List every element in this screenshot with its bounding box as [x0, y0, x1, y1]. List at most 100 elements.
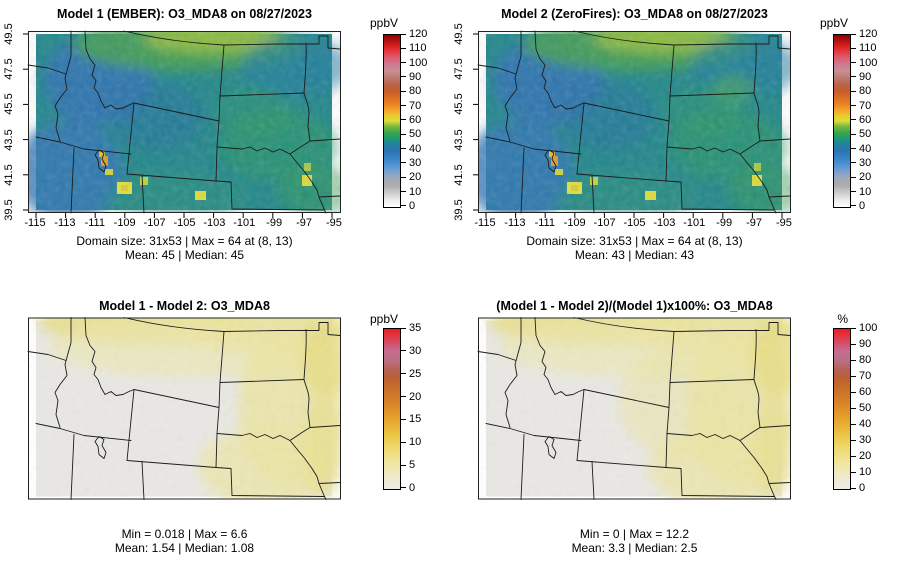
- stats-text: Domain size: 31x53 | Max = 64 at (8, 13)…: [478, 234, 791, 262]
- tick-label: -97: [296, 217, 312, 229]
- colorbar-unit-label: ppbV: [369, 16, 398, 30]
- colorbar-unit-label: ppbV: [369, 312, 398, 326]
- tick-label: 70: [851, 100, 877, 112]
- tick-label: 90: [401, 71, 427, 83]
- tick-label: 25: [401, 368, 421, 380]
- tick-label: 45.5: [453, 93, 465, 116]
- tick-label: 50: [401, 128, 427, 140]
- tick-label: 40: [401, 143, 427, 155]
- tick-label: 80: [851, 85, 877, 97]
- tick-label: 120: [851, 28, 877, 40]
- tick-label: 0: [401, 482, 421, 494]
- x-axis-tick-labels: -115 -113 -111 -109 -107 -105 -103 -101 -99 -97 -9…: [471, 217, 798, 229]
- stats-line2: Mean: 1.54 | Median: 1.08: [114, 540, 255, 555]
- tick-label: 60: [401, 114, 427, 126]
- panel-model1-ember: Model 1 (EMBER): O3_MDA8 on 08/27/2023 4…: [0, 0, 450, 290]
- tick-label: 90: [851, 338, 877, 350]
- tick-label: 70: [401, 100, 427, 112]
- tick-label: 60: [851, 386, 877, 398]
- tick-label: -113: [54, 217, 76, 229]
- colorbar-unit-label: %: [837, 312, 848, 326]
- tick-label: 10: [851, 466, 877, 478]
- tick-label: -105: [623, 217, 646, 229]
- map-model2: [472, 30, 791, 219]
- colorbar-tick-labels: 120 110 100 90 80 70 60 50 40 30 20 10 0: [401, 28, 427, 212]
- tick-label: 41.5: [453, 164, 465, 186]
- tick-label: -115: [474, 217, 496, 229]
- tick-label: -107: [593, 217, 616, 229]
- tick-label: 120: [401, 28, 427, 40]
- tick-label: -103: [203, 217, 226, 229]
- tick-label: 50: [851, 128, 877, 140]
- tick-label: -107: [143, 217, 166, 229]
- panel-title: Model 2 (ZeroFires): O3_MDA8 on 08/27/20…: [501, 7, 768, 21]
- panel-title: (Model 1 - Model 2)/(Model 1)x100%: O3_M…: [496, 299, 773, 313]
- colorbar-tick-labels: 35 30 25 20 15 10 5 0: [401, 322, 421, 494]
- stats-line1: Domain size: 31x53 | Max = 64 at (8, 13): [76, 234, 293, 248]
- tick-label: 41.5: [3, 164, 15, 186]
- tick-label: 70: [851, 370, 877, 382]
- tick-label: 20: [851, 171, 877, 183]
- tick-label: 30: [851, 157, 877, 169]
- tick-label: -111: [84, 217, 105, 229]
- tick-label: 80: [851, 354, 877, 366]
- plot-frame: [28, 317, 341, 500]
- colorbar-unit-label: ppbV: [819, 16, 848, 30]
- tick-label: 20: [401, 391, 421, 403]
- map-percent-difference: [477, 317, 791, 500]
- tick-label: 39.5: [3, 199, 15, 221]
- map-difference: [27, 317, 341, 500]
- panel-percent-difference: (Model 1 - Model 2)/(Model 1)x100%: O3_M…: [450, 290, 900, 580]
- tick-label: 45.5: [3, 93, 15, 116]
- tick-label: -95: [325, 217, 342, 229]
- stats-text: Domain size: 31x53 | Max = 64 at (8, 13)…: [28, 234, 341, 262]
- plot-frame: [478, 317, 791, 500]
- tick-label: 0: [401, 200, 427, 212]
- tick-label: 10: [401, 436, 421, 448]
- stats-text: Min = 0 | Max = 12.2 Mean: 3.3 | Median:…: [478, 527, 791, 555]
- x-axis-tick-labels: -115 -113 -111 -109 -107 -105 -103 -101 -99 -97 -9…: [21, 217, 348, 229]
- panel-difference: Model 1 - Model 2: O3_MDA8 ppbV 35 30 25 20…: [0, 290, 450, 580]
- tick-label: -115: [24, 217, 46, 229]
- tick-label: 20: [401, 171, 427, 183]
- tick-label: -105: [173, 217, 196, 229]
- tick-label: 49.5: [3, 23, 15, 45]
- tick-label: 40: [851, 418, 877, 430]
- tick-label: 5: [401, 459, 421, 471]
- colorbar: [833, 34, 851, 208]
- tick-label: 43.5: [453, 128, 465, 151]
- tick-label: 0: [851, 200, 877, 212]
- tick-label: -109: [113, 217, 136, 229]
- tick-label: -103: [653, 217, 676, 229]
- tick-label: -113: [504, 217, 526, 229]
- tick-label: 47.5: [453, 58, 465, 80]
- tick-label: -101: [683, 217, 706, 229]
- tick-label: 80: [401, 85, 427, 97]
- stats-line1: Min = 0 | Max = 12.2: [579, 527, 690, 541]
- tick-label: 39.5: [453, 199, 465, 221]
- tick-label: -101: [233, 217, 256, 229]
- tick-label: 100: [851, 57, 877, 69]
- tick-label: 30: [401, 345, 421, 357]
- panel-title: Model 1 - Model 2: O3_MDA8: [99, 299, 270, 313]
- colorbar: [383, 328, 401, 490]
- stats-line2: Mean: 45 | Median: 45: [124, 247, 245, 262]
- tick-label: -99: [266, 217, 283, 229]
- tick-label: -97: [746, 217, 762, 229]
- tick-label: 10: [851, 186, 877, 198]
- tick-label: -95: [775, 217, 792, 229]
- tick-label: 40: [851, 143, 877, 155]
- tick-label: 0: [851, 482, 877, 494]
- tick-label: 20: [851, 450, 877, 462]
- stats-line2: Mean: 3.3 | Median: 2.5: [571, 540, 698, 555]
- panel-model2-zerofires: Model 2 (ZeroFires): O3_MDA8 on 08/27/20…: [450, 0, 900, 290]
- stats-line1: Domain size: 31x53 | Max = 64 at (8, 13): [526, 234, 743, 248]
- plot-frame: [478, 31, 791, 213]
- tick-label: 100: [401, 57, 427, 69]
- colorbar: [833, 328, 851, 490]
- tick-label: -99: [716, 217, 733, 229]
- tick-label: 43.5: [3, 128, 15, 151]
- tick-label: 90: [851, 71, 877, 83]
- colorbar: [383, 34, 401, 208]
- panel-title: Model 1 (EMBER): O3_MDA8 on 08/27/2023: [57, 7, 312, 21]
